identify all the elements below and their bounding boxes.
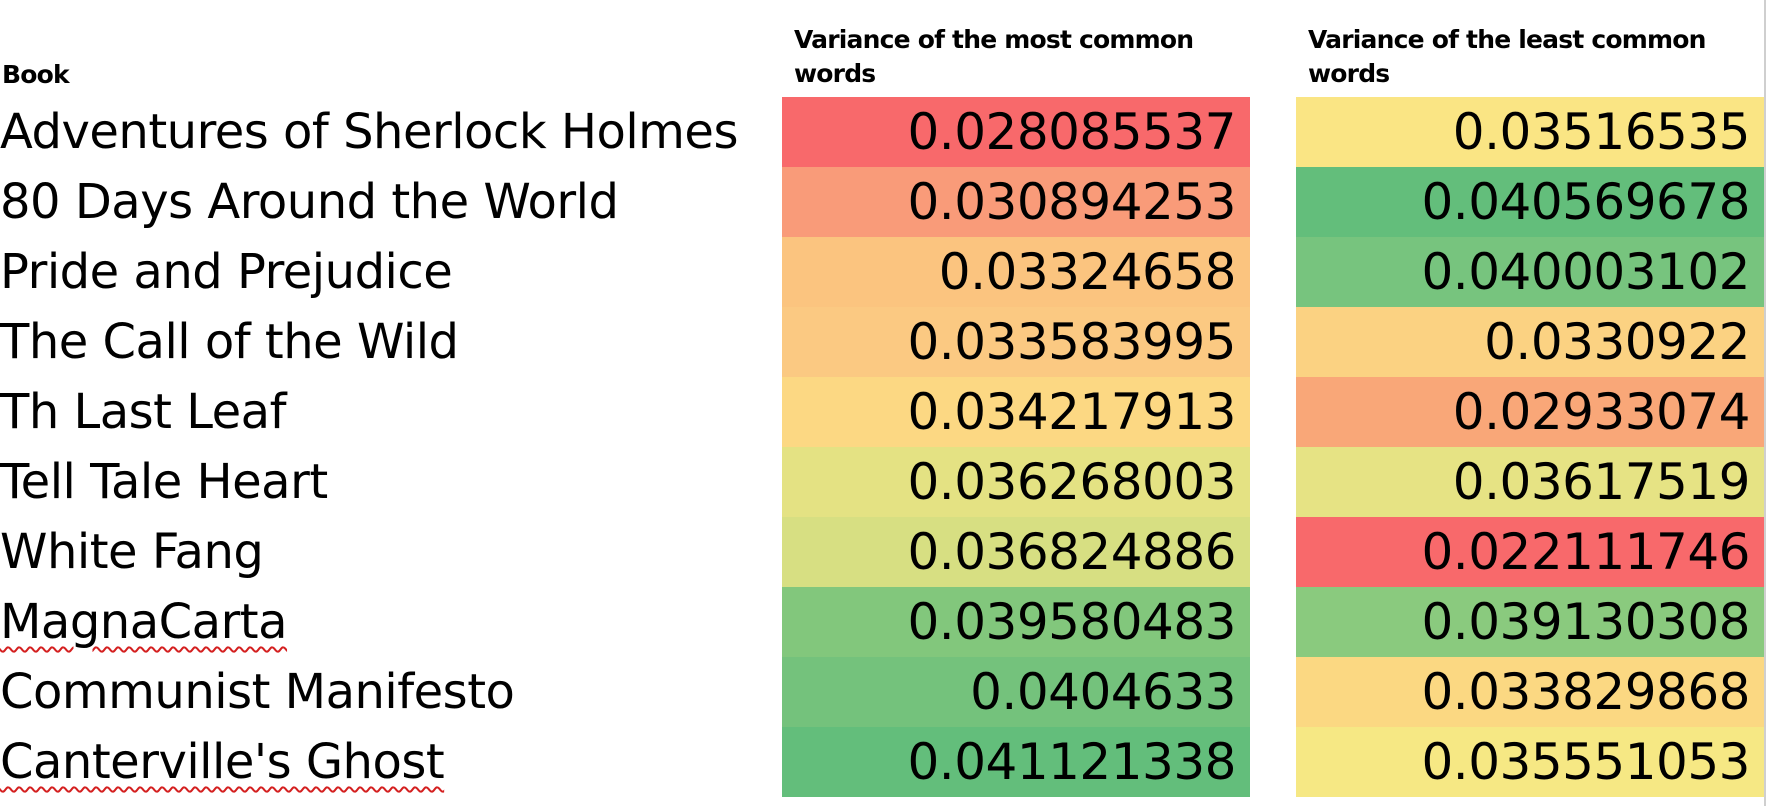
table-row: Adventures of Sherlock Holmes 0.02808553… [0, 97, 1770, 167]
table-row: MagnaCarta 0.039580483 0.039130308 [0, 587, 1770, 657]
header-least-common-variance[interactable]: Variance of the least common words [1308, 25, 1706, 88]
book-title-cell[interactable]: MagnaCarta [0, 594, 288, 650]
least-common-variance-cell[interactable]: 0.03516535 [1296, 97, 1764, 167]
least-common-variance-cell[interactable]: 0.022111746 [1296, 517, 1764, 587]
least-common-variance-cell[interactable]: 0.0330922 [1296, 307, 1764, 377]
table-row: Pride and Prejudice 0.03324658 0.0400031… [0, 237, 1770, 307]
book-title-cell[interactable]: Communist Manifesto [0, 664, 515, 720]
most-common-variance-cell[interactable]: 0.0404633 [782, 657, 1250, 727]
most-common-variance-cell[interactable]: 0.041121338 [782, 727, 1250, 797]
book-title-cell[interactable]: White Fang [0, 524, 264, 580]
most-common-variance-cell[interactable]: 0.030894253 [782, 167, 1250, 237]
book-title-cell[interactable]: Tell Tale Heart [0, 454, 328, 510]
least-common-variance-cell[interactable]: 0.02933074 [1296, 377, 1764, 447]
window-edge-divider [1764, 0, 1766, 806]
header-most-common-variance[interactable]: Variance of the most common words [794, 25, 1194, 88]
table-body: Adventures of Sherlock Holmes 0.02808553… [0, 97, 1770, 797]
most-common-variance-cell[interactable]: 0.03324658 [782, 237, 1250, 307]
table-row: Th Last Leaf 0.034217913 0.02933074 [0, 377, 1770, 447]
least-common-variance-cell[interactable]: 0.039130308 [1296, 587, 1764, 657]
table-row: White Fang 0.036824886 0.022111746 [0, 517, 1770, 587]
book-title-cell[interactable]: Pride and Prejudice [0, 244, 453, 300]
book-title-cell[interactable]: Adventures of Sherlock Holmes [0, 104, 738, 160]
table-row: Communist Manifesto 0.0404633 0.03382986… [0, 657, 1770, 727]
most-common-variance-cell[interactable]: 0.028085537 [782, 97, 1250, 167]
most-common-variance-cell[interactable]: 0.033583995 [782, 307, 1250, 377]
least-common-variance-cell[interactable]: 0.040003102 [1296, 237, 1764, 307]
least-common-variance-cell[interactable]: 0.033829868 [1296, 657, 1764, 727]
most-common-variance-cell[interactable]: 0.036824886 [782, 517, 1250, 587]
book-title-cell[interactable]: Canterville's Ghost [0, 734, 445, 790]
table-row: Canterville's Ghost 0.041121338 0.035551… [0, 727, 1770, 797]
table-row: 80 Days Around the World 0.030894253 0.0… [0, 167, 1770, 237]
table-row: Tell Tale Heart 0.036268003 0.03617519 [0, 447, 1770, 517]
most-common-variance-cell[interactable]: 0.039580483 [782, 587, 1250, 657]
most-common-variance-cell[interactable]: 0.036268003 [782, 447, 1250, 517]
table-row: The Call of the Wild 0.033583995 0.03309… [0, 307, 1770, 377]
book-title-cell[interactable]: 80 Days Around the World [0, 174, 619, 230]
book-title-cell[interactable]: The Call of the Wild [0, 314, 459, 370]
most-common-variance-cell[interactable]: 0.034217913 [782, 377, 1250, 447]
least-common-variance-cell[interactable]: 0.040569678 [1296, 167, 1764, 237]
least-common-variance-cell[interactable]: 0.03617519 [1296, 447, 1764, 517]
header-book[interactable]: Book [2, 60, 70, 89]
least-common-variance-cell[interactable]: 0.035551053 [1296, 727, 1764, 797]
book-title-cell[interactable]: Th Last Leaf [0, 384, 286, 440]
